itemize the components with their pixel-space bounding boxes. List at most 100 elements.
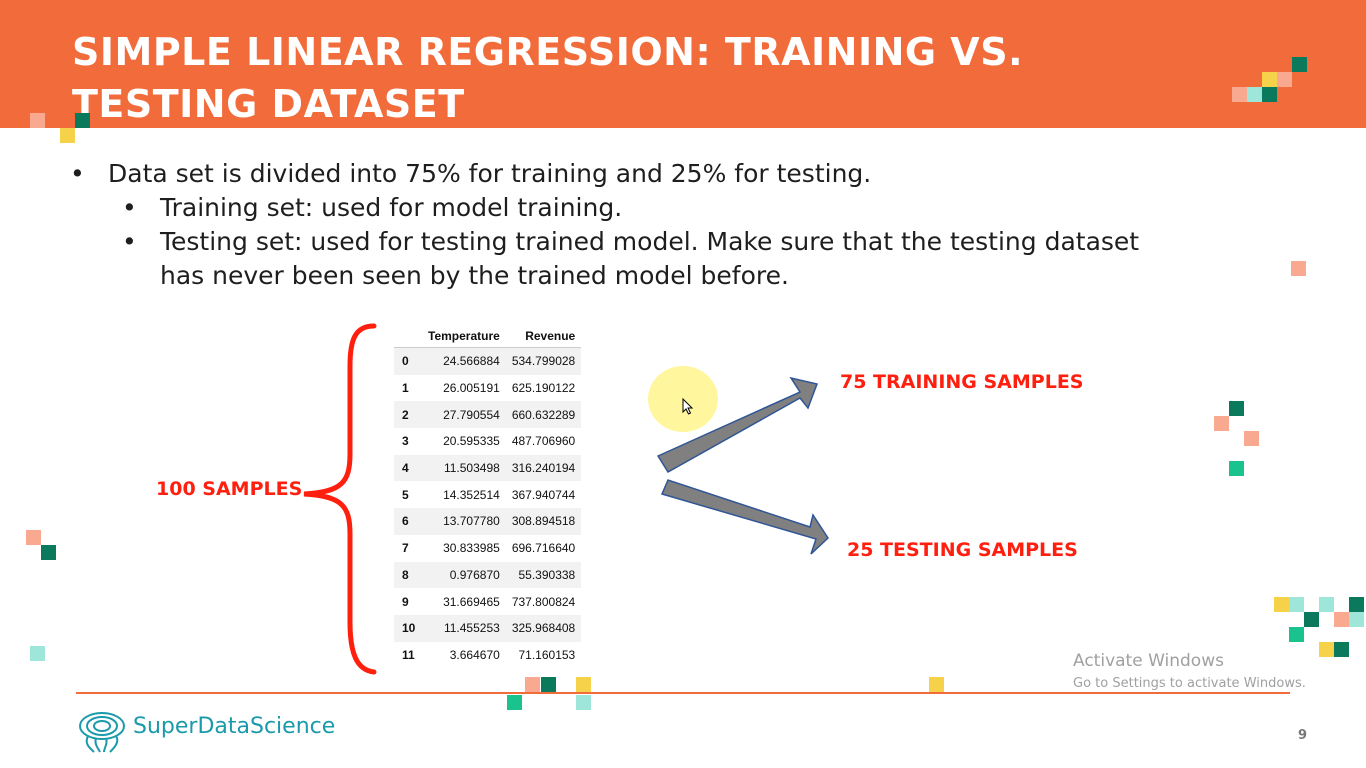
table-cell: 10 xyxy=(394,614,422,642)
table-cell: 6 xyxy=(394,508,422,535)
column-header: Temperature xyxy=(428,329,500,343)
table-row: 10 11.455253 325.968408 xyxy=(394,614,582,642)
table-row: 4 11.503498 316.240194 xyxy=(394,454,582,482)
bullet-text: Training set: used for model training. xyxy=(160,193,623,222)
table-cell: 27.790554 xyxy=(422,401,506,429)
curly-brace xyxy=(303,323,377,675)
deco-square xyxy=(576,695,591,710)
table-cell: 26.005191 xyxy=(443,381,500,396)
table-row: 1 26.005191 625.190122 xyxy=(394,375,581,402)
sub-bullet-item: • Testing set: used for testing trained … xyxy=(70,225,1190,293)
training-samples-label: 75 TRAINING SAMPLES xyxy=(840,371,1084,393)
deco-square xyxy=(1247,87,1262,102)
deco-square xyxy=(1289,627,1304,642)
table-cell: 20.595335 xyxy=(443,434,500,449)
deco-square xyxy=(30,113,45,128)
table-cell: 31.669465 xyxy=(443,594,500,609)
table-cell: 3.664670 xyxy=(449,647,500,662)
slide-title: SIMPLE LINEAR REGRESSION: TRAINING VS. T… xyxy=(72,30,1024,126)
deco-square xyxy=(541,677,556,692)
mouse-pointer-icon xyxy=(682,398,694,415)
brand-name: SuperDataScience xyxy=(133,714,336,739)
table-header-row: Temperature Revenue xyxy=(394,325,582,348)
table-cell: 1 xyxy=(402,381,409,396)
title-banner: SIMPLE LINEAR REGRESSION: TRAINING VS. T… xyxy=(0,0,1366,128)
table-row: 2 27.790554 660.632289 xyxy=(394,401,582,429)
bullet-dot: • xyxy=(122,193,137,222)
table-row: 3 20.595335 487.706960 xyxy=(394,428,581,455)
arrow-down-right-icon xyxy=(660,479,829,555)
deco-square xyxy=(1262,87,1277,102)
deco-square xyxy=(26,530,41,545)
bullet-item: • Data set is divided into 75% for train… xyxy=(70,157,1190,191)
table-cell: 9 xyxy=(402,594,409,609)
table-cell: 696.716640 xyxy=(511,541,576,556)
deco-square xyxy=(525,677,540,692)
footer-divider xyxy=(76,692,1290,694)
table-row: 6 13.707780 308.894518 xyxy=(394,508,582,535)
deco-square xyxy=(1244,431,1259,446)
deco-square xyxy=(1319,597,1334,612)
sub-bullet-item: • Training set: used for model training. xyxy=(70,191,1190,225)
table-cell: 316.240194 xyxy=(505,454,582,482)
data-table: Temperature Revenue 0 24.566884 534.799028… xyxy=(394,325,582,668)
deco-square xyxy=(41,545,56,560)
table-cell: 3 xyxy=(402,434,409,449)
table-row: 5 14.352514 367.940744 xyxy=(394,481,581,508)
deco-square xyxy=(1349,597,1364,612)
deco-square xyxy=(929,677,944,692)
table-row: 8 0.976870 55.390338 xyxy=(394,561,582,589)
deco-square xyxy=(1291,261,1306,276)
table-cell: 487.706960 xyxy=(511,434,576,449)
table-row: 9 31.669465 737.800824 xyxy=(394,588,581,615)
superdatascience-logo-icon xyxy=(79,712,125,753)
deco-square xyxy=(1334,642,1349,657)
deco-square xyxy=(1304,612,1319,627)
table-cell: 11.503498 xyxy=(422,454,506,482)
table-cell: 0 xyxy=(394,347,422,375)
table-row: 0 24.566884 534.799028 xyxy=(394,347,582,375)
page-number: 9 xyxy=(1298,728,1308,743)
deco-square xyxy=(1289,597,1304,612)
table-cell: 55.390338 xyxy=(505,561,582,589)
samples-label: 100 SAMPLES xyxy=(156,478,303,500)
deco-square xyxy=(30,646,45,661)
deco-square xyxy=(1319,642,1334,657)
bullet-text: Data set is divided into 75% for trainin… xyxy=(108,159,872,188)
table-cell: 7 xyxy=(402,541,409,556)
table-cell: 11.455253 xyxy=(422,614,506,642)
deco-square xyxy=(1229,401,1244,416)
table-cell: 660.632289 xyxy=(505,401,582,429)
table-cell: 11 xyxy=(402,647,415,662)
activate-windows-subtitle: Go to Settings to activate Windows. xyxy=(1073,676,1306,691)
deco-square xyxy=(75,113,90,128)
table-cell: 625.190122 xyxy=(511,381,576,396)
deco-square xyxy=(1262,72,1277,87)
table-cell: 5 xyxy=(402,487,409,502)
table-cell: 24.566884 xyxy=(422,347,506,375)
table-cell: 308.894518 xyxy=(505,508,582,535)
table-cell: 737.800824 xyxy=(511,594,576,609)
deco-square xyxy=(60,128,75,143)
table-cell: 325.968408 xyxy=(505,614,582,642)
table-cell: 0.976870 xyxy=(422,561,506,589)
bullet-dot: • xyxy=(70,159,85,188)
deco-square xyxy=(507,695,522,710)
activate-windows-title: Activate Windows xyxy=(1073,651,1224,671)
column-header xyxy=(394,325,422,348)
deco-square xyxy=(1229,461,1244,476)
deco-square xyxy=(576,677,591,692)
deco-square xyxy=(1334,612,1349,627)
bullet-dot: • xyxy=(122,227,137,256)
split-arrows xyxy=(656,376,829,555)
deco-square xyxy=(1214,416,1229,431)
table-cell: 13.707780 xyxy=(422,508,506,535)
table-cell: 8 xyxy=(394,561,422,589)
testing-samples-label: 25 TESTING SAMPLES xyxy=(847,539,1078,561)
arrow-up-right-icon xyxy=(656,376,819,474)
column-header: Revenue xyxy=(525,329,576,343)
table-cell: 534.799028 xyxy=(505,347,582,375)
deco-square xyxy=(1277,72,1292,87)
table-cell: 2 xyxy=(394,401,422,429)
bullet-text: Testing set: used for testing trained mo… xyxy=(160,227,1140,290)
